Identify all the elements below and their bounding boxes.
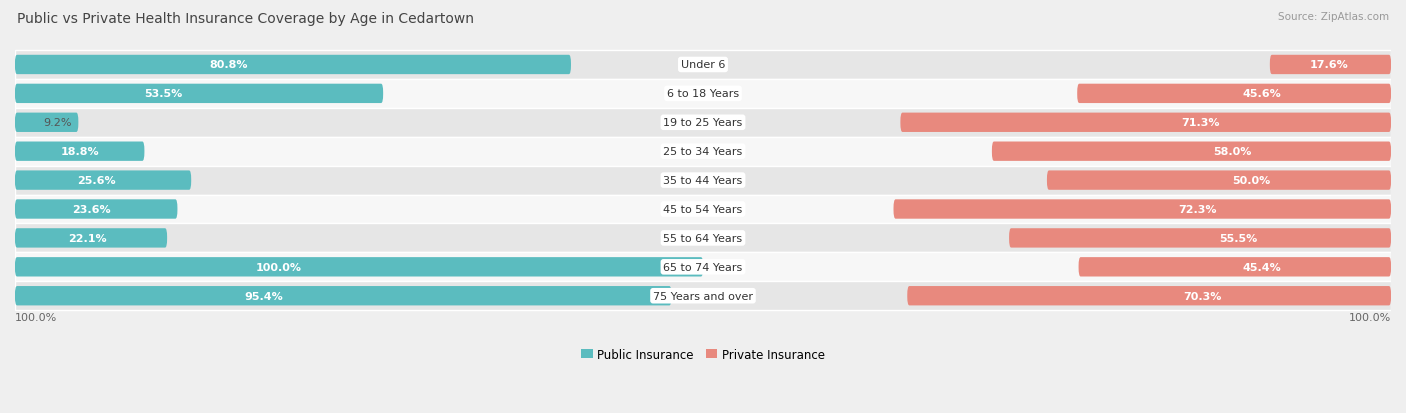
- Bar: [15, 109, 1391, 138]
- Text: 25 to 34 Years: 25 to 34 Years: [664, 147, 742, 157]
- Bar: [15, 80, 1391, 109]
- Text: 70.3%: 70.3%: [1184, 291, 1222, 301]
- Bar: [15, 138, 1391, 166]
- Text: 25.6%: 25.6%: [77, 176, 115, 186]
- Legend: Public Insurance, Private Insurance: Public Insurance, Private Insurance: [576, 343, 830, 366]
- FancyBboxPatch shape: [15, 85, 384, 104]
- Text: 45.4%: 45.4%: [1243, 262, 1282, 272]
- Text: Public vs Private Health Insurance Coverage by Age in Cedartown: Public vs Private Health Insurance Cover…: [17, 12, 474, 26]
- Text: 100.0%: 100.0%: [15, 312, 58, 322]
- FancyBboxPatch shape: [15, 171, 191, 190]
- Text: Under 6: Under 6: [681, 60, 725, 70]
- Text: 100.0%: 100.0%: [1348, 312, 1391, 322]
- Text: 55.5%: 55.5%: [1219, 233, 1257, 243]
- Text: 18.8%: 18.8%: [60, 147, 98, 157]
- FancyBboxPatch shape: [900, 113, 1391, 133]
- Text: 71.3%: 71.3%: [1181, 118, 1219, 128]
- Text: 50.0%: 50.0%: [1232, 176, 1271, 186]
- FancyBboxPatch shape: [15, 200, 177, 219]
- FancyBboxPatch shape: [15, 113, 79, 133]
- FancyBboxPatch shape: [893, 200, 1391, 219]
- Text: 100.0%: 100.0%: [256, 262, 302, 272]
- FancyBboxPatch shape: [1047, 171, 1391, 190]
- FancyBboxPatch shape: [15, 286, 672, 306]
- FancyBboxPatch shape: [15, 229, 167, 248]
- Bar: [15, 253, 1391, 282]
- FancyBboxPatch shape: [991, 142, 1391, 161]
- FancyBboxPatch shape: [15, 56, 571, 75]
- FancyBboxPatch shape: [1010, 229, 1391, 248]
- Bar: [15, 51, 1391, 80]
- Text: 65 to 74 Years: 65 to 74 Years: [664, 262, 742, 272]
- Text: 45 to 54 Years: 45 to 54 Years: [664, 204, 742, 214]
- FancyBboxPatch shape: [1270, 56, 1391, 75]
- Text: 75 Years and over: 75 Years and over: [652, 291, 754, 301]
- FancyBboxPatch shape: [15, 142, 145, 161]
- Text: 80.8%: 80.8%: [209, 60, 247, 70]
- Text: 9.2%: 9.2%: [44, 118, 72, 128]
- Text: 19 to 25 Years: 19 to 25 Years: [664, 118, 742, 128]
- Bar: [15, 282, 1391, 311]
- Text: 58.0%: 58.0%: [1213, 147, 1251, 157]
- Text: 45.6%: 45.6%: [1243, 89, 1281, 99]
- Text: 17.6%: 17.6%: [1310, 60, 1348, 70]
- Text: 6 to 18 Years: 6 to 18 Years: [666, 89, 740, 99]
- FancyBboxPatch shape: [1077, 85, 1391, 104]
- Text: 72.3%: 72.3%: [1178, 204, 1218, 214]
- Bar: [15, 195, 1391, 224]
- Text: 53.5%: 53.5%: [143, 89, 183, 99]
- FancyBboxPatch shape: [15, 258, 703, 277]
- Text: 55 to 64 Years: 55 to 64 Years: [664, 233, 742, 243]
- FancyBboxPatch shape: [907, 286, 1391, 306]
- Text: 22.1%: 22.1%: [69, 233, 107, 243]
- Text: 95.4%: 95.4%: [245, 291, 284, 301]
- Text: 23.6%: 23.6%: [72, 204, 111, 214]
- Text: Source: ZipAtlas.com: Source: ZipAtlas.com: [1278, 12, 1389, 22]
- Text: 35 to 44 Years: 35 to 44 Years: [664, 176, 742, 186]
- FancyBboxPatch shape: [1078, 258, 1391, 277]
- Bar: [15, 224, 1391, 253]
- Bar: [15, 166, 1391, 195]
